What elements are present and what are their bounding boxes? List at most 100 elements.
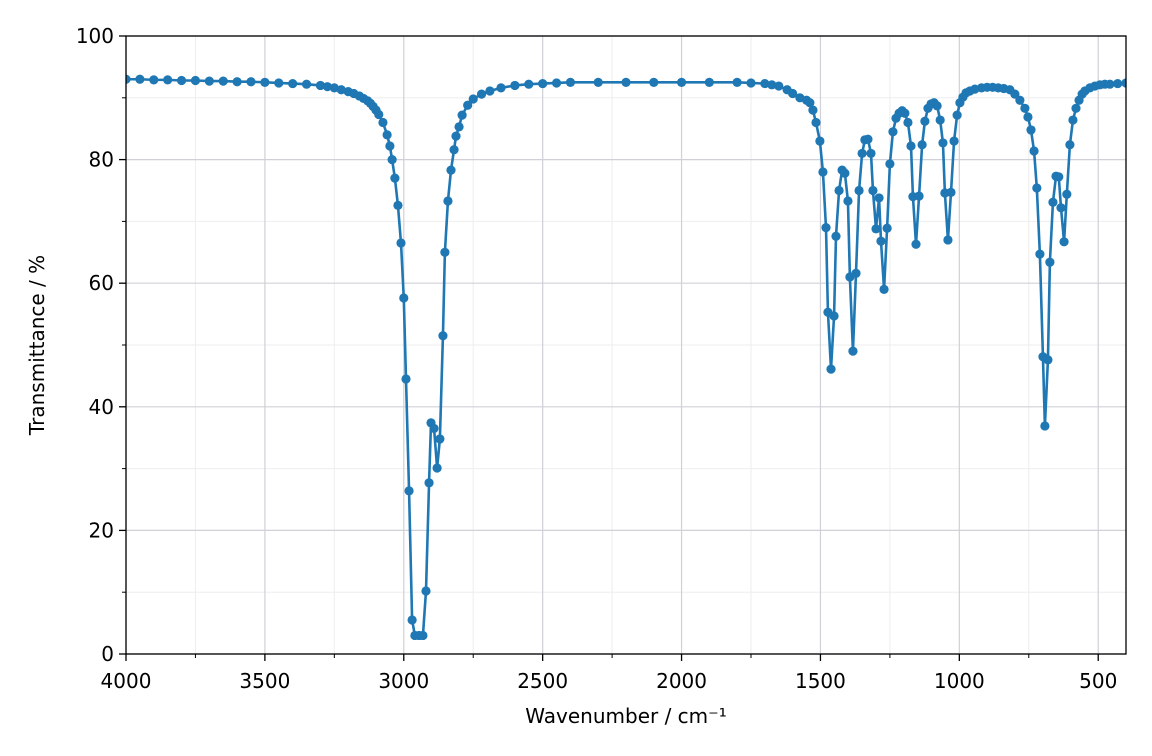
x-tick-label: 1500: [795, 669, 846, 693]
data-point: [732, 77, 742, 87]
data-point: [385, 141, 395, 151]
data-point: [449, 145, 459, 155]
data-point: [440, 247, 450, 257]
data-point: [818, 167, 828, 177]
data-point: [432, 463, 442, 473]
data-point: [868, 185, 878, 196]
data-point: [938, 138, 948, 148]
data-point: [834, 185, 844, 196]
y-tick-label: 0: [101, 642, 114, 666]
data-point: [565, 77, 576, 87]
data-point: [176, 75, 187, 86]
y-tick-label: 20: [89, 518, 114, 542]
data-point: [882, 223, 892, 233]
data-point: [676, 77, 687, 87]
data-point: [1048, 197, 1058, 207]
data-point: [848, 346, 858, 356]
data-point: [485, 86, 495, 96]
data-point: [551, 78, 562, 88]
data-point: [457, 110, 467, 120]
data-point: [1065, 140, 1075, 150]
data-point: [393, 200, 403, 210]
x-tick-label: 3500: [239, 669, 290, 693]
data-point: [288, 78, 298, 89]
data-point: [1032, 183, 1042, 193]
data-point: [1010, 89, 1020, 99]
data-point: [424, 478, 434, 488]
y-tick-label: 100: [76, 24, 114, 48]
x-tick-label: 3000: [378, 669, 429, 693]
y-tick-label: 60: [89, 271, 114, 295]
data-point: [1062, 189, 1072, 199]
x-tick-label: 4000: [101, 669, 152, 693]
data-point: [808, 105, 818, 115]
data-point: [811, 117, 821, 128]
data-point: [946, 187, 956, 197]
data-point: [885, 159, 895, 169]
data-point: [190, 75, 201, 86]
data-point: [851, 268, 861, 278]
x-axis-label: Wavenumber / cm⁻¹: [525, 704, 726, 728]
data-point: [246, 77, 256, 87]
data-point: [435, 434, 445, 444]
data-point: [952, 110, 962, 120]
data-point: [900, 108, 910, 118]
data-point: [788, 88, 798, 99]
data-point: [704, 77, 714, 87]
data-point: [920, 116, 930, 126]
data-point: [1029, 146, 1039, 156]
data-point: [438, 331, 448, 341]
data-point: [843, 196, 853, 206]
data-point: [774, 81, 784, 91]
data-point: [821, 222, 831, 233]
data-point: [1054, 172, 1064, 182]
x-tick-label: 2000: [656, 669, 707, 693]
data-point: [1023, 112, 1033, 122]
data-point: [204, 76, 214, 86]
data-point: [329, 83, 339, 93]
data-point: [829, 311, 839, 321]
y-tick-label: 40: [89, 395, 114, 419]
data-point: [260, 77, 270, 87]
y-tick-label: 80: [89, 148, 114, 172]
data-point: [949, 136, 959, 146]
data-point: [746, 78, 756, 88]
data-point: [322, 82, 332, 92]
data-point: [879, 284, 889, 294]
plot-area: [126, 74, 1126, 641]
data-point: [274, 78, 284, 88]
data-point: [451, 131, 461, 141]
data-point: [1056, 203, 1066, 213]
data-point: [378, 117, 388, 128]
data-point: [496, 83, 506, 93]
data-point: [874, 193, 884, 203]
data-point: [815, 136, 825, 146]
data-point: [1015, 95, 1025, 105]
data-point: [917, 140, 927, 150]
data-point: [468, 94, 478, 104]
data-point: [840, 168, 850, 178]
data-point: [429, 423, 439, 434]
data-point: [232, 77, 242, 87]
data-point: [538, 78, 548, 89]
data-point: [1121, 78, 1126, 88]
data-point: [524, 79, 534, 89]
data-point: [476, 89, 487, 99]
data-point: [126, 74, 131, 84]
x-tick-label: 1000: [934, 669, 985, 693]
data-point: [1105, 79, 1115, 89]
data-point: [401, 374, 411, 384]
data-point: [149, 75, 159, 85]
data-point: [454, 122, 464, 132]
data-point: [135, 74, 145, 84]
data-point: [1035, 249, 1045, 259]
data-point: [805, 98, 815, 108]
data-point: [593, 77, 603, 87]
data-point: [418, 630, 428, 641]
data-point: [404, 486, 414, 496]
data-point: [906, 141, 916, 151]
data-point: [871, 224, 881, 234]
data-point: [1059, 237, 1069, 247]
